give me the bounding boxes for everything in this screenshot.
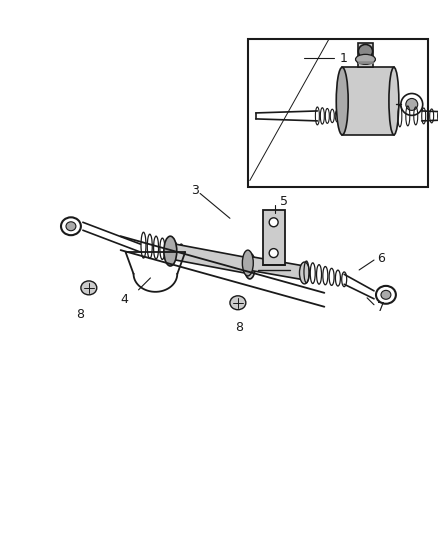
Bar <box>357 43 373 67</box>
Ellipse shape <box>380 290 390 300</box>
Ellipse shape <box>66 222 76 231</box>
Ellipse shape <box>163 236 177 266</box>
Ellipse shape <box>81 281 96 295</box>
Ellipse shape <box>355 54 374 64</box>
Text: 1: 1 <box>339 52 346 65</box>
Ellipse shape <box>268 218 278 227</box>
Text: 5: 5 <box>279 195 287 208</box>
Text: 8: 8 <box>76 308 84 321</box>
Ellipse shape <box>242 250 253 276</box>
Text: 3: 3 <box>191 184 198 197</box>
Ellipse shape <box>388 67 398 135</box>
Text: 7: 7 <box>376 301 384 314</box>
Ellipse shape <box>375 286 395 304</box>
Ellipse shape <box>268 248 278 257</box>
Ellipse shape <box>405 99 417 110</box>
Text: 4: 4 <box>120 293 128 306</box>
Ellipse shape <box>299 262 309 284</box>
Polygon shape <box>170 243 249 274</box>
Bar <box>342 67 393 135</box>
Bar <box>262 211 284 265</box>
Ellipse shape <box>230 296 245 310</box>
Polygon shape <box>247 256 304 280</box>
Bar <box>247 39 427 187</box>
Text: 6: 6 <box>376 252 384 264</box>
Text: 8: 8 <box>234 321 242 334</box>
Ellipse shape <box>244 253 254 279</box>
Ellipse shape <box>61 217 81 235</box>
Ellipse shape <box>336 67 347 135</box>
Ellipse shape <box>357 44 372 58</box>
